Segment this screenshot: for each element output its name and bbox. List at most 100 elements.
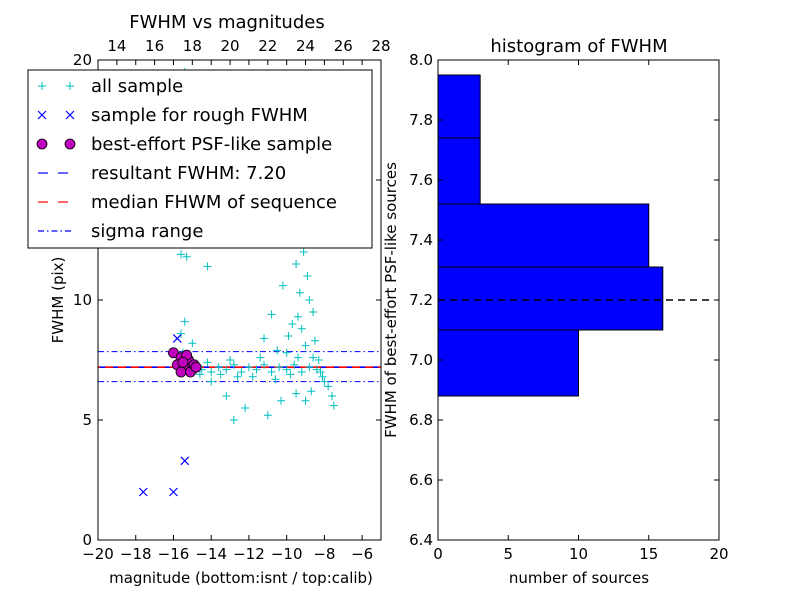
all-sample-point: [314, 356, 323, 364]
all-sample-point: [229, 360, 238, 369]
legend-label: best-effort PSF-like sample: [91, 134, 332, 155]
psf-sample-point: [190, 361, 202, 373]
legend-box: [27, 69, 373, 249]
y-tick-label: 20: [73, 51, 92, 69]
all-sample-point: [275, 363, 284, 372]
scatter-data-layer: [98, 68, 381, 497]
scatter-ticks: −20 −18 −16 −14 −12 −10 −8 −6 14 16 18 20 22 24 26 28 0 5…: [73, 37, 391, 563]
legend-label: resultant FWHM: 7.20: [91, 163, 286, 184]
all-sample-point: [248, 372, 257, 381]
all-sample-point: [241, 404, 250, 412]
all-sample-point: [260, 360, 269, 369]
all-sample-point: [301, 341, 310, 350]
all-sample-point: [207, 377, 216, 386]
all-sample-point: [244, 363, 253, 372]
all-sample-point: [273, 346, 282, 355]
all-sample-point: [299, 248, 308, 256]
all-sample-point: [324, 382, 333, 391]
all-sample-point: [256, 353, 265, 362]
all-sample-point: [297, 324, 306, 333]
all-sample-point: [307, 387, 316, 396]
all-sample-point: [282, 348, 291, 357]
scatter-y-axis-label: FWHM (pix): [49, 257, 67, 344]
y-tick-label: 5: [82, 411, 92, 429]
histogram-bar: [437, 266, 664, 331]
all-sample-point: [320, 377, 329, 386]
all-sample-point: [188, 339, 197, 348]
legend-marker-plus: [66, 82, 74, 90]
top-x-tick-label: 16: [145, 37, 164, 55]
x-tick-label: −6: [351, 545, 373, 563]
all-sample-point: [309, 308, 318, 316]
all-sample-point: [310, 336, 319, 345]
top-x-tick-label: 28: [371, 37, 390, 55]
all-sample-point: [260, 334, 269, 343]
x-tick-label: −14: [195, 545, 227, 563]
y-tick-label: 7.0: [409, 351, 433, 369]
all-sample-point: [312, 365, 321, 374]
x-tick-label: 5: [503, 545, 513, 563]
scatter-title: FWHM vs magnitudes: [129, 12, 324, 33]
y-tick-label: 7.8: [409, 111, 433, 129]
all-sample-point: [293, 312, 302, 321]
legend: all sample sample for rough FWHM best-effo…: [27, 69, 373, 249]
rough-sample-point: [180, 456, 190, 466]
scatter-plot: FWHM vs magnitudes −20 −18 −16 −14 −12 −10 −8−…: [27, 12, 391, 587]
all-sample-point: [301, 396, 310, 405]
all-sample-point: [203, 358, 212, 367]
all-sample-point: [214, 363, 223, 372]
all-sample-point: [177, 250, 186, 259]
top-x-tick-label: 20: [221, 37, 240, 55]
all-sample-point: [303, 272, 312, 280]
legend-label: all sample: [91, 76, 183, 97]
all-sample-point: [318, 372, 327, 381]
histogram-x-axis-label: number of sources: [509, 569, 649, 587]
x-tick-label: 15: [639, 545, 658, 563]
all-sample-point: [327, 392, 336, 400]
top-x-tick-label: 18: [183, 37, 202, 55]
top-x-tick-label: 14: [107, 37, 126, 55]
all-sample-point: [237, 368, 246, 376]
legend-label: sample for rough FWHM: [91, 105, 308, 126]
all-sample-point: [226, 356, 235, 364]
top-x-tick-label: 26: [334, 37, 353, 55]
all-sample-point: [180, 317, 189, 326]
x-tick-label: −12: [233, 545, 265, 563]
all-sample-point: [288, 320, 297, 328]
histogram-bar: [437, 329, 579, 397]
all-sample-point: [305, 296, 314, 304]
all-sample-point: [207, 368, 216, 376]
all-sample-point: [252, 365, 261, 374]
all-sample-point: [277, 396, 286, 405]
top-x-tick-label: 22: [258, 37, 277, 55]
legend-marker-circle: [36, 138, 48, 150]
all-sample-point: [329, 401, 338, 410]
y-tick-label: 6.8: [409, 411, 433, 429]
legend-marker-circle: [64, 138, 76, 150]
all-sample-point: [297, 368, 306, 376]
all-sample-point: [278, 281, 287, 290]
psf-sample-point: [175, 366, 187, 378]
x-tick-label: 0: [433, 545, 443, 563]
y-tick-label: 7.2: [409, 291, 433, 309]
rough-sample-point: [138, 487, 148, 497]
x-tick-label: 20: [709, 545, 728, 563]
all-sample-point: [177, 329, 186, 338]
all-sample-point: [267, 310, 276, 319]
all-sample-point: [282, 365, 291, 374]
all-sample-point: [216, 370, 225, 379]
y-tick-label: 6.4: [409, 531, 433, 549]
x-tick-label: 10: [569, 545, 588, 563]
y-tick-label: 7.4: [409, 231, 433, 249]
histogram-bar: [437, 137, 481, 205]
all-sample-point: [295, 288, 304, 297]
histogram-plot: histogram of FWHM 0 5 10 15 20 6.4 6.6 6.8 7.0 7.…: [382, 36, 729, 587]
all-sample-point: [229, 416, 238, 424]
x-tick-label: −18: [120, 545, 152, 563]
legend-marker-plus: [38, 82, 46, 90]
all-sample-point: [292, 389, 301, 398]
all-sample-point: [309, 353, 318, 362]
all-sample-point: [195, 370, 204, 379]
histogram-ticks: 0 5 10 15 20 6.4 6.6 6.8 7.0 7.2 7.4 7.6 7.8 8.0: [409, 51, 728, 563]
